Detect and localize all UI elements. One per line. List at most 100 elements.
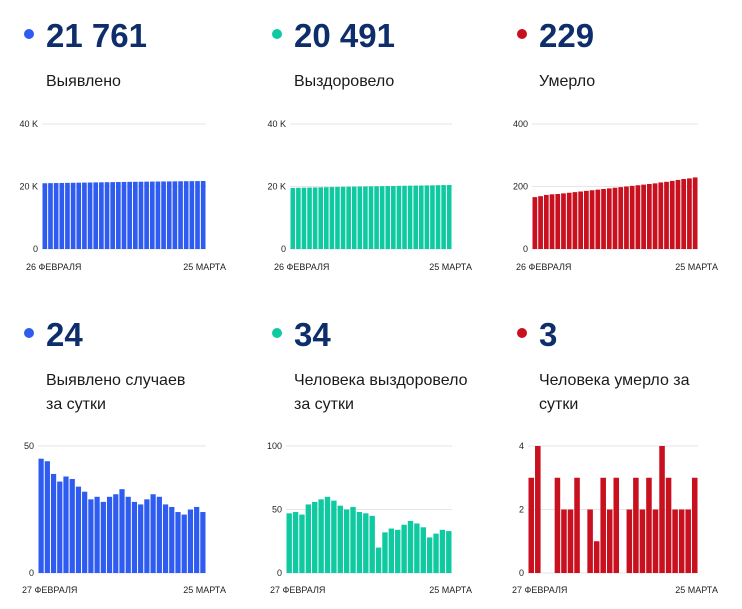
blue-dot-icon — [24, 328, 34, 338]
bar — [572, 192, 578, 249]
bar — [395, 529, 401, 573]
bar — [166, 181, 172, 249]
bar — [363, 513, 369, 573]
bar — [418, 185, 424, 249]
bar — [646, 477, 652, 573]
stat-label: Выявлено случаев за сутки — [46, 372, 186, 413]
bar — [125, 496, 131, 573]
bar — [382, 532, 388, 573]
bar — [156, 496, 162, 573]
red-dot-icon — [517, 328, 527, 338]
bar — [106, 496, 113, 573]
bar — [424, 185, 430, 249]
bar — [629, 185, 635, 249]
bar — [426, 537, 433, 573]
bar — [350, 506, 356, 573]
bar — [681, 179, 687, 249]
bar — [402, 185, 407, 249]
bar — [149, 181, 155, 249]
chart-recovered-daily: 0 50 100 27 ФЕВРАЛЯ 25 МАРТА — [267, 441, 472, 595]
bar — [138, 504, 144, 573]
bar — [692, 177, 698, 249]
chart-detected: 0 20 K 40 K 26 ФЕВРАЛЯ 25 МАРТА — [19, 119, 226, 272]
bar — [566, 192, 572, 249]
bar — [600, 477, 606, 573]
bar — [439, 529, 446, 573]
bar — [324, 187, 329, 249]
bar — [318, 187, 324, 249]
bar — [93, 182, 99, 249]
bar — [595, 189, 601, 249]
bar — [189, 181, 195, 249]
y-tick-label: 0 — [519, 568, 524, 578]
bar — [69, 479, 75, 573]
stat-value: 21 761 — [46, 17, 147, 54]
bar — [357, 186, 363, 249]
bar — [48, 183, 53, 249]
bar — [391, 185, 396, 249]
y-tick-label: 0 — [33, 244, 38, 254]
bar — [299, 514, 305, 573]
bar — [195, 181, 200, 249]
bar — [606, 188, 612, 249]
bar — [672, 509, 678, 573]
bar — [601, 189, 606, 249]
y-tick-label: 0 — [277, 568, 282, 578]
bar — [659, 446, 665, 573]
bar — [337, 505, 343, 573]
bar — [388, 528, 395, 573]
y-tick-label: 2 — [519, 505, 524, 515]
green-dot-icon — [272, 29, 282, 39]
bar — [401, 524, 407, 573]
bar — [691, 477, 698, 573]
bar — [624, 186, 629, 249]
bar — [379, 186, 385, 249]
bar — [543, 194, 549, 249]
y-tick-label: 400 — [513, 119, 528, 129]
x-end-label: 25 МАРТА — [429, 262, 472, 272]
bar — [138, 181, 144, 249]
stat-label: Человека умерло за сутки — [539, 372, 690, 413]
bar — [613, 477, 620, 573]
bar — [44, 461, 50, 573]
bar — [420, 527, 426, 573]
bar — [340, 186, 346, 249]
bar — [318, 499, 324, 573]
stat-label: Человека выздоровело за сутки — [294, 372, 468, 413]
bar — [687, 178, 692, 249]
bar — [574, 477, 580, 573]
bar — [561, 193, 566, 249]
y-tick-label: 0 — [523, 244, 528, 254]
bar — [441, 185, 446, 249]
bar — [593, 541, 600, 573]
bar — [175, 512, 181, 573]
bar — [307, 187, 312, 249]
y-tick-label: 40 K — [19, 119, 38, 129]
bar — [363, 186, 368, 249]
blue-dot-icon — [24, 29, 34, 39]
bar — [675, 179, 681, 249]
bar — [169, 506, 175, 573]
bar — [59, 182, 65, 249]
bar — [567, 509, 574, 573]
bar — [187, 509, 194, 573]
green-dot-icon — [272, 328, 282, 338]
y-tick-label: 40 K — [267, 119, 286, 129]
y-tick-label: 20 K — [19, 182, 38, 192]
bar — [633, 477, 639, 573]
bar — [119, 489, 125, 573]
x-start-label: 27 ФЕВРАЛЯ — [512, 585, 567, 595]
stat-value: 24 — [46, 316, 83, 353]
bar — [38, 458, 44, 573]
bar — [669, 180, 675, 249]
bar — [63, 476, 69, 573]
bar — [82, 491, 88, 573]
x-start-label: 26 ФЕВРАЛЯ — [274, 262, 329, 272]
x-start-label: 26 ФЕВРАЛЯ — [516, 262, 571, 272]
bar — [335, 186, 340, 249]
bar — [121, 181, 127, 249]
x-start-label: 27 ФЕВРАЛЯ — [22, 585, 77, 595]
bar — [65, 182, 70, 249]
bar — [155, 181, 161, 249]
bar — [356, 512, 363, 573]
